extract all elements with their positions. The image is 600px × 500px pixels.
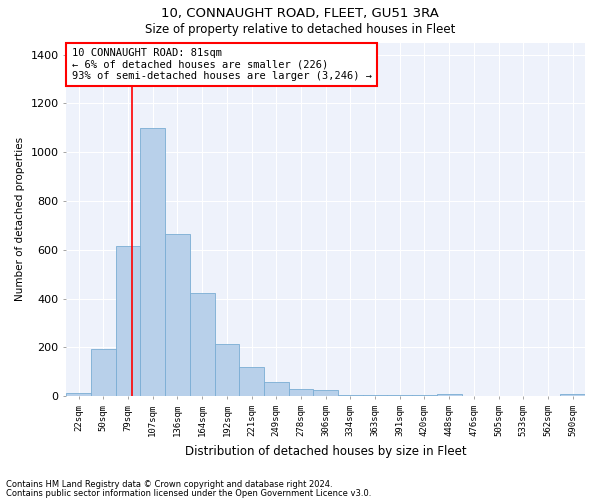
Text: Contains HM Land Registry data © Crown copyright and database right 2024.: Contains HM Land Registry data © Crown c… xyxy=(6,480,332,489)
Bar xyxy=(67,392,91,396)
Bar xyxy=(116,246,140,396)
Bar xyxy=(363,395,388,396)
Bar xyxy=(239,367,264,396)
Bar xyxy=(338,395,363,396)
Text: Contains public sector information licensed under the Open Government Licence v3: Contains public sector information licen… xyxy=(6,489,371,498)
Bar xyxy=(437,394,461,396)
Bar xyxy=(165,234,190,396)
Bar xyxy=(215,344,239,397)
Bar xyxy=(264,382,289,396)
Bar xyxy=(190,292,215,397)
Y-axis label: Number of detached properties: Number of detached properties xyxy=(15,138,25,302)
Text: Size of property relative to detached houses in Fleet: Size of property relative to detached ho… xyxy=(145,22,455,36)
Bar xyxy=(560,394,585,396)
X-axis label: Distribution of detached houses by size in Fleet: Distribution of detached houses by size … xyxy=(185,444,466,458)
Text: 10 CONNAUGHT ROAD: 81sqm
← 6% of detached houses are smaller (226)
93% of semi-d: 10 CONNAUGHT ROAD: 81sqm ← 6% of detache… xyxy=(71,48,371,81)
Bar xyxy=(313,390,338,396)
Text: 10, CONNAUGHT ROAD, FLEET, GU51 3RA: 10, CONNAUGHT ROAD, FLEET, GU51 3RA xyxy=(161,8,439,20)
Bar xyxy=(289,389,313,396)
Bar xyxy=(140,128,165,396)
Bar xyxy=(388,395,412,396)
Bar xyxy=(91,348,116,397)
Bar xyxy=(412,395,437,396)
